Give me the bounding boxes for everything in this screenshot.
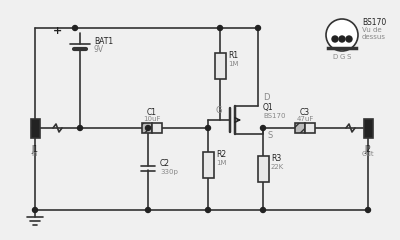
Text: D: D bbox=[263, 93, 270, 102]
Text: BS170: BS170 bbox=[362, 18, 386, 27]
Text: 10uF: 10uF bbox=[143, 116, 161, 122]
Circle shape bbox=[32, 126, 38, 131]
Circle shape bbox=[366, 208, 370, 212]
Text: D: D bbox=[332, 54, 338, 60]
Text: 1M: 1M bbox=[228, 61, 238, 67]
Text: In: In bbox=[32, 151, 38, 157]
Text: 9V: 9V bbox=[94, 46, 104, 54]
Text: BS170: BS170 bbox=[263, 113, 286, 119]
Circle shape bbox=[218, 25, 222, 30]
Bar bbox=[214, 53, 226, 79]
Bar bbox=[258, 156, 268, 182]
Circle shape bbox=[339, 36, 345, 42]
Text: G: G bbox=[216, 106, 222, 115]
Circle shape bbox=[260, 126, 266, 131]
Circle shape bbox=[206, 126, 210, 131]
Circle shape bbox=[206, 208, 210, 212]
Text: +: + bbox=[52, 26, 62, 36]
Bar bbox=[30, 119, 40, 138]
Bar bbox=[202, 152, 214, 178]
Text: BAT1: BAT1 bbox=[94, 37, 113, 47]
Bar bbox=[305, 123, 315, 133]
Circle shape bbox=[332, 36, 338, 42]
Text: C1: C1 bbox=[147, 108, 157, 117]
Circle shape bbox=[346, 36, 352, 42]
Circle shape bbox=[78, 126, 82, 131]
Circle shape bbox=[256, 25, 260, 30]
Circle shape bbox=[260, 208, 266, 212]
Text: 1M: 1M bbox=[216, 160, 226, 166]
Text: C2: C2 bbox=[160, 160, 170, 168]
Text: Out: Out bbox=[362, 151, 374, 157]
Bar bbox=[364, 119, 372, 138]
Text: Vu de: Vu de bbox=[362, 27, 382, 33]
Text: dessus: dessus bbox=[362, 34, 386, 40]
Text: S: S bbox=[347, 54, 351, 60]
Text: R2: R2 bbox=[216, 150, 226, 159]
Bar bbox=[295, 123, 305, 133]
Circle shape bbox=[32, 208, 38, 212]
Text: 22K: 22K bbox=[271, 164, 284, 170]
Text: R3: R3 bbox=[271, 154, 281, 163]
Text: Q1: Q1 bbox=[263, 103, 274, 112]
Text: 330p: 330p bbox=[160, 169, 178, 175]
Circle shape bbox=[326, 19, 358, 51]
Text: C3: C3 bbox=[300, 108, 310, 117]
Text: J2: J2 bbox=[364, 145, 372, 154]
Text: S: S bbox=[268, 131, 273, 140]
Circle shape bbox=[146, 126, 150, 131]
Text: J1: J1 bbox=[32, 145, 38, 154]
Circle shape bbox=[72, 25, 78, 30]
Text: G: G bbox=[339, 54, 345, 60]
Text: 47uF: 47uF bbox=[296, 116, 314, 122]
Bar bbox=[142, 123, 152, 133]
Circle shape bbox=[146, 208, 150, 212]
Bar bbox=[152, 123, 162, 133]
Text: R1: R1 bbox=[228, 51, 238, 60]
